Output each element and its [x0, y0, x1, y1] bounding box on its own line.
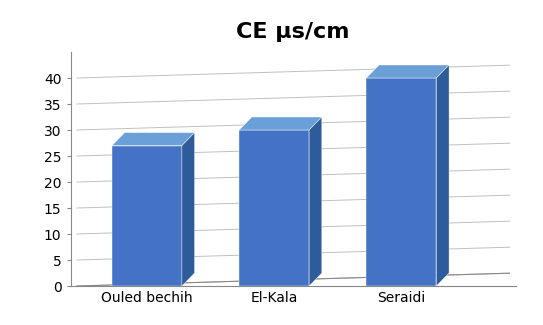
Polygon shape [239, 130, 309, 286]
Polygon shape [309, 117, 322, 286]
Polygon shape [367, 65, 449, 78]
Title: CE μs/cm: CE μs/cm [236, 22, 350, 42]
Polygon shape [367, 78, 437, 286]
Polygon shape [239, 117, 322, 130]
Polygon shape [112, 133, 194, 146]
Polygon shape [182, 133, 194, 286]
Polygon shape [437, 65, 449, 286]
Polygon shape [112, 146, 182, 286]
